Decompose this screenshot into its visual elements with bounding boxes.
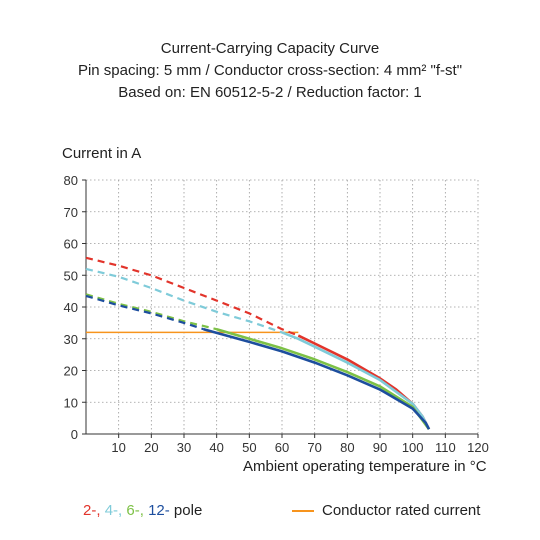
chart-subtitle-1: Pin spacing: 5 mm / Conductor cross-sect… <box>77 62 463 79</box>
x-tick-label: 50 <box>242 440 256 455</box>
series-6-pole-dashed <box>85 293 217 331</box>
x-tick-label: 120 <box>467 440 489 455</box>
y-tick-label: 20 <box>64 364 78 379</box>
pole-legend: 2-, 4-, 6-, 12- pole <box>83 502 202 519</box>
legend-pole-suffix: pole <box>173 502 203 519</box>
series-2-pole-dashed <box>85 256 299 337</box>
x-tick-label: 90 <box>373 440 387 455</box>
x-tick-label: 110 <box>435 440 456 455</box>
legend-pole-12: 12- <box>148 502 170 519</box>
legend-pole-4: 4-, <box>104 502 123 519</box>
x-tick-label: 80 <box>340 440 354 455</box>
rated-current-swatch <box>292 509 314 512</box>
y-tick-label: 30 <box>64 332 78 347</box>
y-tick-label: 60 <box>64 237 78 252</box>
x-tick-label: 100 <box>402 440 424 455</box>
rated-current-label: Conductor rated current <box>322 502 481 519</box>
x-tick-label: 10 <box>111 440 125 455</box>
y-tick-label: 0 <box>71 427 78 442</box>
x-axis-label: Ambient operating temperature in °C <box>243 458 487 475</box>
x-tick-label: 30 <box>177 440 191 455</box>
series-4-pole-solid <box>281 331 431 430</box>
series-4-pole-dashed <box>85 267 283 334</box>
y-tick-label: 70 <box>64 205 78 220</box>
y-tick-label: 80 <box>64 173 78 188</box>
x-tick-label: 20 <box>144 440 158 455</box>
y-axis-label: Current in A <box>62 145 142 162</box>
chart-subtitle-2: Based on: EN 60512-5-2 / Reduction facto… <box>118 84 422 101</box>
legend-pole-6: 6-, <box>126 502 144 519</box>
series-12-pole-solid <box>203 327 431 430</box>
chart-title-block: Current-Carrying Capacity Curve Pin spac… <box>0 38 540 104</box>
rated-current-legend: Conductor rated current <box>292 502 480 519</box>
series-12-pole-dashed <box>85 294 204 331</box>
chart-title: Current-Carrying Capacity Curve <box>160 40 380 57</box>
y-tick-label: 40 <box>64 300 78 315</box>
legend-pole-2: 2-, <box>83 502 101 519</box>
x-tick-label: 40 <box>209 440 223 455</box>
y-tick-label: 50 <box>64 268 78 283</box>
x-tick-label: 60 <box>275 440 289 455</box>
y-tick-label: 10 <box>64 395 78 410</box>
x-tick-label: 70 <box>307 440 321 455</box>
series-6-pole-solid <box>216 327 431 430</box>
